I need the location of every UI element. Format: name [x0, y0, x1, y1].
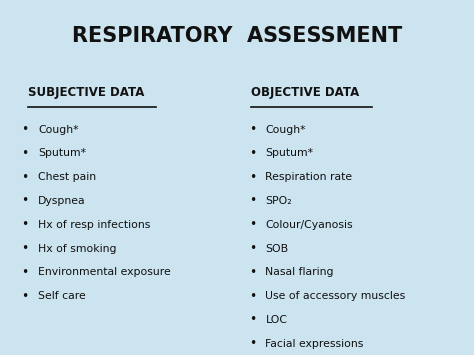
- Text: •: •: [21, 266, 28, 279]
- Text: •: •: [249, 266, 256, 279]
- Text: Nasal flaring: Nasal flaring: [265, 267, 334, 277]
- Text: •: •: [249, 313, 256, 326]
- Text: •: •: [249, 147, 256, 160]
- Text: RESPIRATORY  ASSESSMENT: RESPIRATORY ASSESSMENT: [72, 26, 402, 45]
- Text: Self care: Self care: [38, 291, 86, 301]
- Text: Hx of smoking: Hx of smoking: [38, 244, 117, 253]
- Text: Sputum*: Sputum*: [265, 148, 313, 158]
- Text: •: •: [249, 171, 256, 184]
- Text: Facial expressions: Facial expressions: [265, 339, 364, 349]
- Text: SUBJECTIVE DATA: SUBJECTIVE DATA: [28, 86, 145, 99]
- Text: •: •: [21, 195, 28, 207]
- Text: •: •: [249, 290, 256, 302]
- Text: Respiration rate: Respiration rate: [265, 172, 353, 182]
- Text: •: •: [249, 242, 256, 255]
- Text: •: •: [249, 218, 256, 231]
- Text: LOC: LOC: [265, 315, 287, 325]
- Text: SPO₂: SPO₂: [265, 196, 292, 206]
- Text: Cough*: Cough*: [265, 125, 306, 135]
- Text: •: •: [249, 195, 256, 207]
- Text: Dyspnea: Dyspnea: [38, 196, 85, 206]
- Text: OBJECTIVE DATA: OBJECTIVE DATA: [251, 86, 359, 99]
- Text: •: •: [21, 290, 28, 302]
- Text: Sputum*: Sputum*: [38, 148, 86, 158]
- Text: Colour/Cyanosis: Colour/Cyanosis: [265, 220, 353, 230]
- Text: •: •: [21, 147, 28, 160]
- Text: Environmental exposure: Environmental exposure: [38, 267, 171, 277]
- Text: •: •: [21, 171, 28, 184]
- Text: •: •: [249, 337, 256, 350]
- Text: Chest pain: Chest pain: [38, 172, 96, 182]
- Text: •: •: [21, 242, 28, 255]
- Text: •: •: [249, 123, 256, 136]
- Text: Cough*: Cough*: [38, 125, 78, 135]
- Text: SOB: SOB: [265, 244, 289, 253]
- Text: •: •: [21, 218, 28, 231]
- Text: Use of accessory muscles: Use of accessory muscles: [265, 291, 406, 301]
- Text: •: •: [21, 123, 28, 136]
- Text: Hx of resp infections: Hx of resp infections: [38, 220, 150, 230]
